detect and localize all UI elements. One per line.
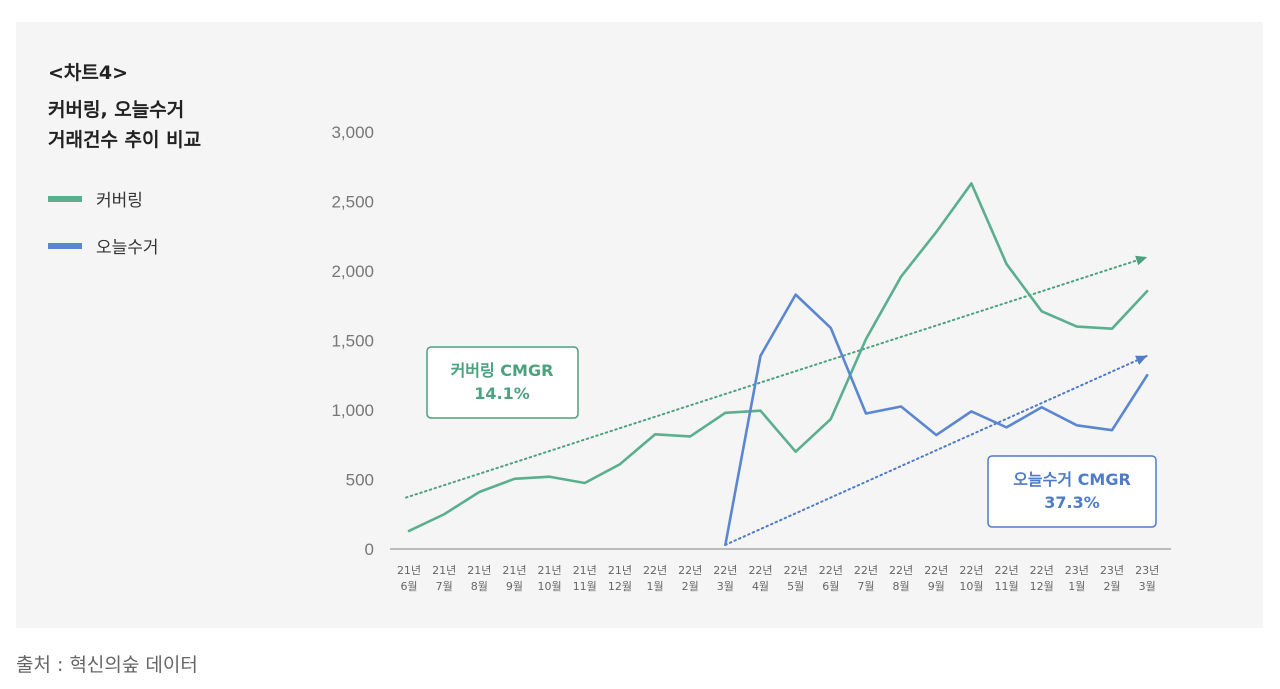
annotation-covering: 커버링 CMGR 14.1% xyxy=(426,346,579,419)
y-tick-label: 1,500 xyxy=(331,332,374,351)
series-line-covering xyxy=(407,182,1149,533)
chart-title: 커버링, 오늘수거 거래건수 추이 비교 xyxy=(48,95,201,155)
x-tick-label: 3월 xyxy=(1139,580,1156,593)
x-tick-label: 22년 xyxy=(784,564,808,577)
x-tick-label: 11월 xyxy=(994,580,1018,593)
trendlines xyxy=(405,255,1149,546)
annotation-oneul: 오늘수거 CMGR 37.3% xyxy=(987,455,1157,528)
x-tick-label: 2월 xyxy=(1103,580,1120,593)
x-tick-label: 6월 xyxy=(400,580,417,593)
y-axis: 0 500 1,000 1,500 2,000 2,500 3,000 xyxy=(331,123,374,559)
legend-item-oneul: 오늘수거 xyxy=(48,233,159,258)
y-tick-label: 3,000 xyxy=(331,123,374,142)
x-tick-label: 6월 xyxy=(822,580,839,593)
x-tick-label: 22년 xyxy=(643,564,667,577)
legend-label-oneul: 오늘수거 xyxy=(96,238,159,258)
chart-title-line1: 커버링, 오늘수거 xyxy=(48,99,185,121)
x-tick-label: 22년 xyxy=(678,564,702,577)
legend-item-covering: 커버링 xyxy=(48,186,143,211)
y-tick-label: 2,500 xyxy=(331,193,374,212)
x-tick-label: 22년 xyxy=(819,564,843,577)
chart-tag: <차트4> xyxy=(48,62,129,84)
x-tick-label: 12월 xyxy=(1030,580,1054,593)
x-tick-label: 21년 xyxy=(538,564,562,577)
x-tick-label: 1월 xyxy=(1068,580,1085,593)
x-tick-label: 22년 xyxy=(889,564,913,577)
x-tick-label: 22년 xyxy=(959,564,983,577)
x-tick-label: 10월 xyxy=(538,580,562,593)
x-tick-label: 9월 xyxy=(928,580,945,593)
x-axis: 21년 6월 21년 7월 21년 8월 21년 9월 21년 10월 21년 11월 21년 12월 22… xyxy=(397,564,1159,593)
x-tick-label: 22년 xyxy=(748,564,772,577)
legend-swatch-covering xyxy=(48,195,82,202)
x-tick-label: 2월 xyxy=(682,580,699,593)
y-tick-label: 2,000 xyxy=(331,262,374,281)
legend-label-covering: 커버링 xyxy=(96,191,143,211)
annotation-covering-value: 14.1% xyxy=(474,384,530,403)
annotation-oneul-box xyxy=(987,455,1157,528)
series-lines xyxy=(407,182,1149,547)
y-tick-label: 1,000 xyxy=(331,401,374,420)
annotation-covering-box xyxy=(426,346,579,419)
x-tick-label: 1월 xyxy=(646,580,663,593)
annotation-oneul-label: 오늘수거 CMGR xyxy=(1013,470,1131,489)
chart-title-line2: 거래건수 추이 비교 xyxy=(48,129,202,151)
x-tick-label: 12월 xyxy=(608,580,632,593)
x-tick-label: 7월 xyxy=(857,580,874,593)
x-tick-label: 7월 xyxy=(436,580,453,593)
x-tick-label: 10월 xyxy=(959,580,983,593)
x-tick-label: 23년 xyxy=(1065,564,1089,577)
x-tick-label: 22년 xyxy=(854,564,878,577)
annotation-covering-label: 커버링 CMGR xyxy=(451,361,554,380)
x-tick-label: 21년 xyxy=(573,564,597,577)
trendline-arrowhead xyxy=(1135,355,1148,365)
trendline-arrowhead xyxy=(1135,255,1148,266)
trendline-0 xyxy=(405,256,1149,499)
x-tick-label: 11월 xyxy=(573,580,597,593)
x-tick-label: 9월 xyxy=(506,580,523,593)
x-tick-label: 22년 xyxy=(994,564,1018,577)
x-tick-label: 8월 xyxy=(893,580,910,593)
x-tick-label: 23년 xyxy=(1100,564,1124,577)
y-tick-label: 500 xyxy=(346,471,374,490)
x-tick-label: 21년 xyxy=(502,564,526,577)
x-tick-label: 21년 xyxy=(608,564,632,577)
x-tick-label: 22년 xyxy=(924,564,948,577)
y-tick-label: 0 xyxy=(365,540,374,559)
x-tick-label: 21년 xyxy=(397,564,421,577)
legend-swatch-oneul xyxy=(48,242,82,249)
x-tick-label: 22년 xyxy=(1030,564,1054,577)
x-tick-label: 4월 xyxy=(752,580,769,593)
source-note: 출처 : 혁신의숲 데이터 xyxy=(16,654,198,676)
trendline-1 xyxy=(724,354,1149,546)
annotation-oneul-value: 37.3% xyxy=(1044,493,1100,512)
x-tick-label: 21년 xyxy=(467,564,491,577)
x-tick-label: 5월 xyxy=(787,580,804,593)
x-tick-label: 8월 xyxy=(471,580,488,593)
x-tick-label: 21년 xyxy=(432,564,456,577)
x-tick-label: 3월 xyxy=(717,580,734,593)
x-tick-label: 22년 xyxy=(713,564,737,577)
x-tick-label: 23년 xyxy=(1135,564,1159,577)
